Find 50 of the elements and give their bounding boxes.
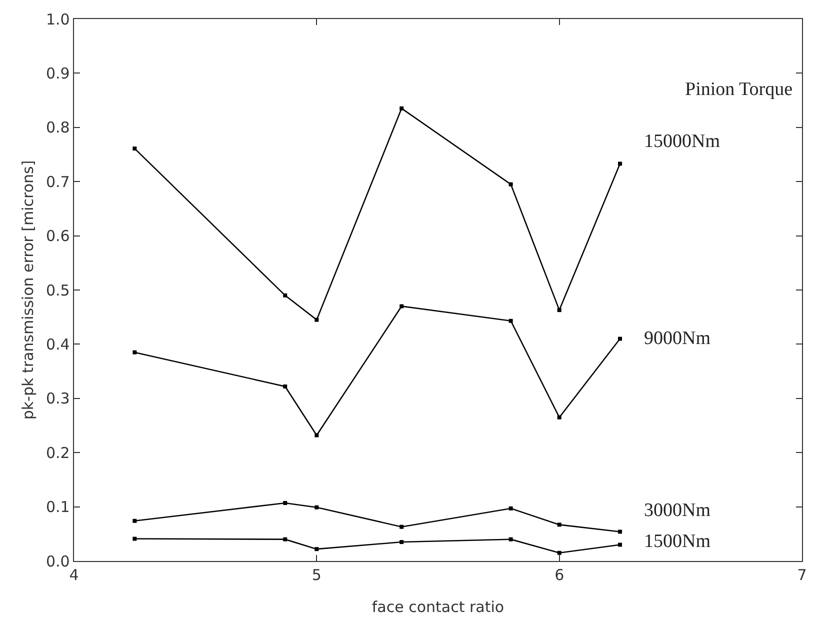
series-label: 9000Nm (644, 328, 711, 349)
x-axis-title: face contact ratio (372, 598, 504, 616)
point (557, 415, 562, 420)
point (283, 384, 288, 388)
point (314, 547, 319, 552)
point (314, 505, 319, 510)
point (557, 550, 562, 555)
x-tick-label: 4 (69, 566, 79, 584)
point (132, 518, 137, 523)
y-tick-label: 0.8 (46, 118, 70, 137)
y-tick-label: 0.9 (46, 64, 70, 82)
point (557, 308, 562, 312)
y-tick-label: 1.0 (46, 10, 70, 28)
point (508, 182, 513, 186)
point (508, 318, 513, 323)
y-axis-title: pk-pk transmission error [microns] (19, 160, 38, 420)
point (508, 506, 513, 510)
point (508, 537, 513, 542)
point (283, 293, 288, 298)
legend-title: Pinion Torque (685, 79, 793, 100)
point (314, 433, 319, 438)
y-tick-label: 0.2 (46, 444, 70, 462)
y-tick-label: 0.4 (46, 335, 70, 354)
series-label: 3000Nm (644, 500, 711, 521)
point (132, 146, 137, 151)
y-tick-label: 0.7 (46, 172, 70, 191)
point (618, 530, 622, 534)
point (283, 537, 288, 542)
series-label: 15000Nm (644, 131, 720, 152)
point (400, 304, 404, 308)
point (283, 501, 288, 506)
point (132, 536, 137, 541)
point (400, 524, 404, 529)
y-tick-label: 0.5 (46, 281, 70, 300)
y-tick-label: 0.0 (46, 552, 70, 570)
point (618, 336, 622, 341)
y-tick-label: 0.6 (46, 227, 70, 246)
point (400, 106, 404, 110)
y-tick-label: 0.1 (46, 498, 70, 516)
x-tick-label: 5 (312, 566, 322, 584)
x-tick-label: 6 (554, 566, 564, 584)
point (400, 540, 404, 544)
point (618, 162, 622, 166)
y-tick-label: 0.3 (46, 390, 70, 408)
series-label: 1500Nm (644, 531, 711, 552)
x-tick-label: 7 (797, 566, 807, 584)
point (618, 542, 622, 547)
point (132, 350, 137, 354)
point (557, 522, 562, 527)
point (314, 318, 319, 322)
